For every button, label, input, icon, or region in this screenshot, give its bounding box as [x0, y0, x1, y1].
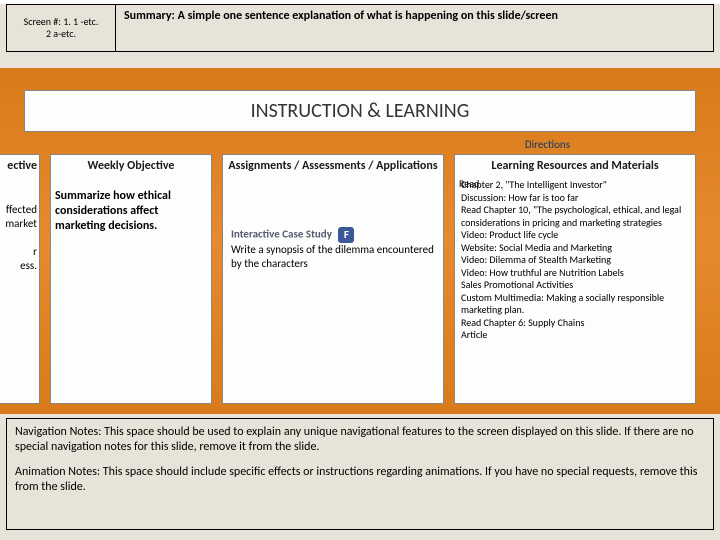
resources-read-prefix: Read — [459, 177, 479, 190]
directions-label: Directions — [525, 138, 570, 151]
content-area: INSTRUCTION & LEARNING Directions ective… — [0, 68, 720, 414]
columns: ective ffected market r ess. Weekly Obje… — [0, 154, 696, 404]
col-resources-body: Chapter 2, "The Intelligent Investor" Di… — [455, 179, 695, 403]
anim-notes: Animation Notes: This space should inclu… — [15, 465, 705, 495]
nav-notes: Navigation Notes: This space should be u… — [15, 425, 705, 455]
col-cutoff-body: ffected market r ess. — [0, 179, 39, 403]
resources-head-wrap: Learning Resources and Materials Read — [455, 155, 695, 179]
summary-text: Summary: A simple one sentence explanati… — [124, 9, 558, 23]
section-title: INSTRUCTION & LEARNING — [24, 90, 696, 132]
anim-notes-text: Animation Notes: This space should inclu… — [15, 465, 697, 494]
col-weekly-head: Weekly Objective — [51, 155, 211, 179]
case-study-box: Interactive Case Study F Write a synopsi… — [229, 227, 437, 271]
col-cutoff-head: ective — [0, 155, 39, 179]
screen-number-text: Screen #: 1. 1 -etc. 2 a-etc. — [11, 16, 111, 40]
screen-number-cell: Screen #: 1. 1 -etc. 2 a-etc. — [7, 5, 116, 51]
slide: Screen #: 1. 1 -etc. 2 a-etc. Summary: A… — [0, 4, 720, 540]
col-weekly: Weekly Objective Summarize how ethical c… — [50, 154, 212, 404]
summary-cell: Summary: A simple one sentence explanati… — [116, 5, 713, 51]
nav-notes-text: Navigation Notes: This space should be u… — [15, 425, 694, 454]
case-study-title: Interactive Case Study — [231, 228, 332, 241]
col-weekly-body: Summarize how ethical considerations aff… — [51, 179, 211, 403]
col-assignments: Assignments / Assessments / Applications… — [222, 154, 444, 404]
col-cutoff: ective ffected market r ess. — [0, 154, 40, 404]
notes-area: Navigation Notes: This space should be u… — [6, 418, 714, 530]
cutoff-frag-1: ffected market — [0, 203, 37, 231]
case-study-body: Write a synopsis of the dilemma encounte… — [231, 243, 435, 271]
cutoff-frag-2: r ess. — [0, 245, 37, 273]
col-resources-head: Learning Resources and Materials — [455, 155, 695, 179]
col-resources: Learning Resources and Materials Read Ch… — [454, 154, 696, 404]
header-row: Screen #: 1. 1 -etc. 2 a-etc. Summary: A… — [6, 4, 714, 52]
facebook-icon: F — [338, 227, 354, 243]
section-title-text: INSTRUCTION & LEARNING — [251, 99, 470, 123]
col-assignments-body: Interactive Case Study F Write a synopsi… — [223, 179, 443, 403]
col-assignments-head: Assignments / Assessments / Applications — [223, 155, 443, 179]
